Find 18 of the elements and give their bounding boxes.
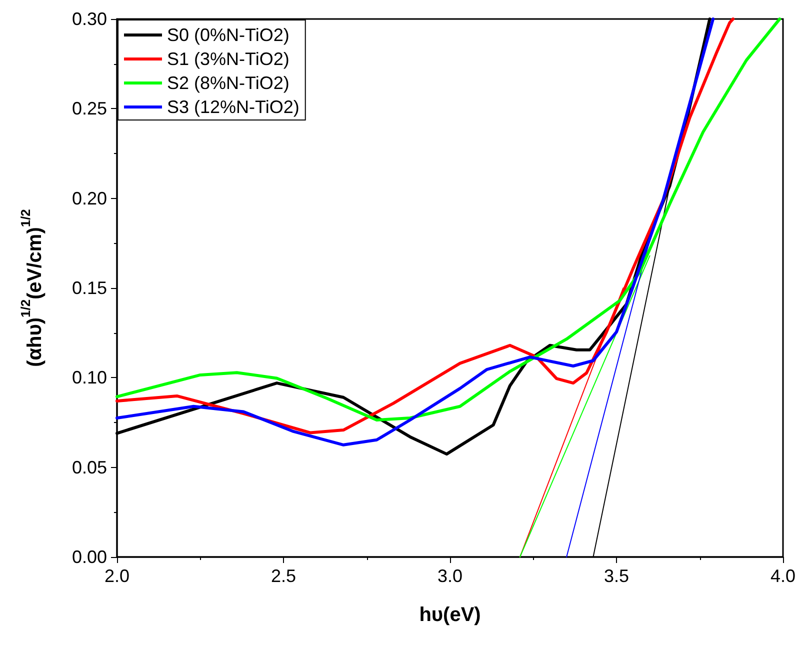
y-tick-label: 0.00 <box>72 547 107 567</box>
y-axis-title: (αhυ)1/2(eV/cm)1/2 <box>18 209 46 367</box>
x-tick-label: 3.0 <box>437 566 463 586</box>
legend-label: S2 (8%N-TiO2) <box>167 73 290 93</box>
legend-label: S1 (3%N-TiO2) <box>167 49 290 69</box>
y-tick-label: 0.25 <box>72 98 107 119</box>
y-tick-label: 0.05 <box>72 457 107 478</box>
x-tick-label: 3.5 <box>604 566 630 586</box>
y-tick-label: 0.10 <box>72 368 107 388</box>
x-tick-label: 4.0 <box>770 566 796 586</box>
x-axis-title: hυ(eV) <box>419 604 481 626</box>
y-tick-label: 0.20 <box>72 188 107 208</box>
legend-label: S3 (12%N-TiO2) <box>167 97 300 117</box>
legend-label: S0 (0%N-TiO2) <box>167 25 290 45</box>
x-tick-label: 2.5 <box>270 566 296 586</box>
x-tick-label: 2.0 <box>104 566 130 586</box>
y-tick-label: 0.30 <box>72 9 107 29</box>
y-tick-label: 0.15 <box>72 278 107 298</box>
